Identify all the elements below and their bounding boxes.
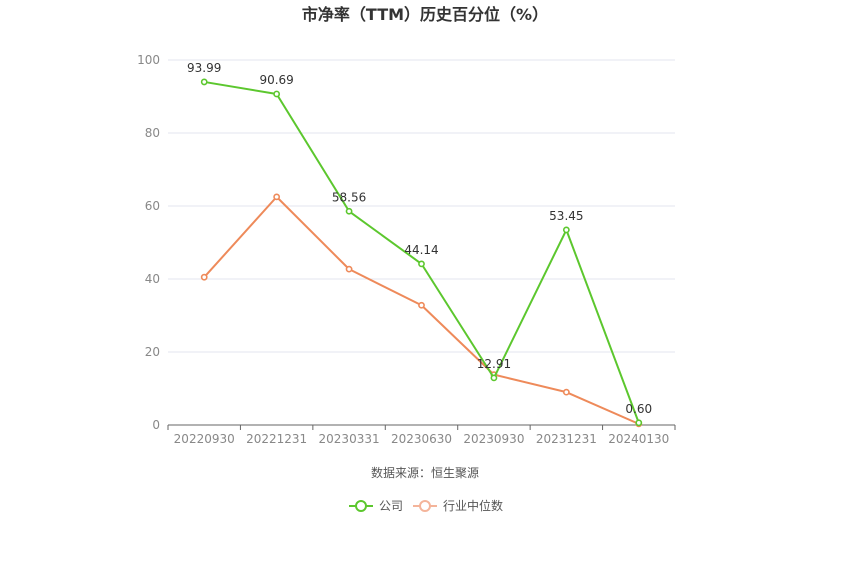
y-tick-label: 20 <box>145 345 160 359</box>
grid-lines <box>168 59 675 353</box>
legend-label: 公司 <box>379 499 403 513</box>
data-point[interactable] <box>490 374 498 382</box>
legend-marker-icon <box>419 500 431 512</box>
legend: 公司 行业中位数 <box>349 498 503 513</box>
series-company: 93.99 90.69 58.56 44.14 12.91 53.45 0.60 <box>187 61 652 427</box>
y-tick-label: 0 <box>152 418 160 432</box>
x-axis: 20220930 20221231 20230331 20230630 20230930… <box>167 424 676 446</box>
data-point[interactable] <box>418 260 425 268</box>
chart-title: 市净率（TTM）历史百分位（%） <box>302 5 548 24</box>
data-label: 12.91 <box>477 357 511 371</box>
data-label: 53.45 <box>549 209 583 223</box>
data-point[interactable] <box>562 226 570 234</box>
data-point[interactable] <box>273 90 281 98</box>
data-point[interactable] <box>562 388 570 396</box>
x-tick-label: 20230630 <box>391 432 452 446</box>
x-tick-label: 20240130 <box>608 432 669 446</box>
data-point[interactable] <box>418 301 425 309</box>
x-tick-label: 20220930 <box>174 432 235 446</box>
y-tick-label: 100 <box>137 53 160 67</box>
data-label: 93.99 <box>187 61 221 75</box>
data-point[interactable] <box>273 193 281 201</box>
data-label: 58.56 <box>332 190 366 204</box>
x-tick-label: 20221231 <box>246 432 307 446</box>
source-note: 数据来源：恒生聚源 <box>371 465 479 480</box>
y-tick-label: 40 <box>145 272 160 286</box>
data-point[interactable] <box>345 207 353 215</box>
data-point[interactable] <box>200 273 208 281</box>
legend-label: 行业中位数 <box>443 498 503 513</box>
series-industry-median <box>200 193 643 428</box>
data-label: 90.69 <box>259 73 293 87</box>
data-point[interactable] <box>200 78 208 86</box>
legend-item-industry-median[interactable]: 行业中位数 <box>413 498 503 513</box>
y-axis-ticks: 0 20 40 60 80 100 <box>137 53 160 432</box>
data-point[interactable] <box>635 419 643 427</box>
y-tick-label: 80 <box>145 126 160 140</box>
legend-marker-icon <box>355 500 367 512</box>
data-label: 44.14 <box>404 243 438 257</box>
series-group: 93.99 90.69 58.56 44.14 12.91 53.45 0.60 <box>187 61 652 428</box>
legend-item-company[interactable]: 公司 <box>349 499 403 513</box>
x-tick-label: 20230930 <box>463 432 524 446</box>
x-tick-label: 20230331 <box>319 432 380 446</box>
data-point[interactable] <box>345 265 353 273</box>
x-tick-label: 20231231 <box>536 432 597 446</box>
series-line <box>203 195 640 425</box>
y-tick-label: 60 <box>145 199 160 213</box>
data-label: 0.60 <box>625 402 652 416</box>
